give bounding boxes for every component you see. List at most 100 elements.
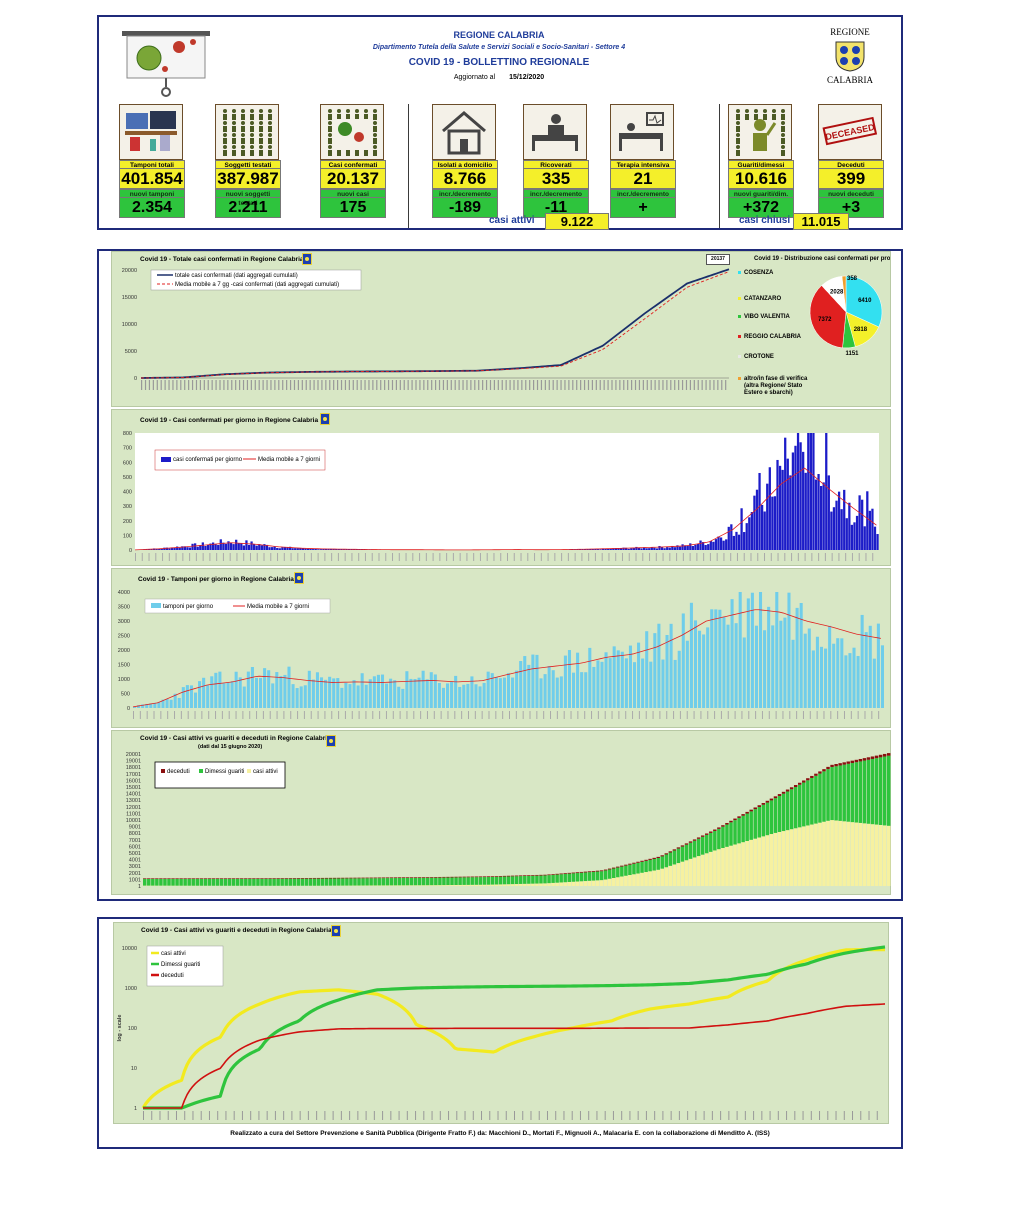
bar-deceased: [640, 860, 644, 862]
person-icon: [763, 109, 767, 113]
bar-deceased: [159, 878, 163, 880]
tile-guariti: Guariti/dimessi 10.616 nuovi guariti/dim…: [728, 104, 794, 218]
bar: [677, 650, 681, 708]
bar-deceased: [240, 878, 244, 879]
bar: [745, 523, 748, 550]
x-tick: [372, 380, 374, 390]
bar-active: [446, 885, 450, 886]
bar-active: [789, 829, 794, 886]
bar: [876, 623, 880, 708]
x-tick: [547, 553, 549, 561]
bar: [787, 592, 791, 708]
bar-active: [502, 884, 507, 886]
x-tick: [655, 553, 657, 561]
tile-label: Isolati a domicilio: [432, 160, 498, 169]
bar: [222, 683, 226, 708]
bar: [648, 548, 651, 550]
bar-deceased: [733, 818, 737, 821]
bar: [409, 678, 413, 708]
bar-deceased: [506, 875, 511, 877]
bar-recovered: [175, 879, 179, 886]
series-line: [141, 947, 886, 1109]
tick-label: 100: [123, 533, 132, 539]
x-tick: [587, 380, 590, 390]
x-tick: [168, 380, 170, 390]
bar-deceased: [304, 878, 309, 879]
x-tick: [440, 711, 442, 719]
bar-deceased: [470, 876, 474, 878]
x-tick: [522, 711, 524, 719]
bar: [372, 676, 376, 708]
x-tick: [215, 711, 217, 719]
bar-recovered: [725, 824, 729, 847]
bar-recovered: [603, 870, 608, 880]
tick-label: 3500: [118, 605, 130, 611]
bar: [591, 549, 594, 550]
bar-recovered: [571, 873, 576, 882]
bar: [686, 545, 689, 550]
bar-deceased: [195, 878, 200, 880]
tick-label: 700: [123, 446, 132, 452]
bar-recovered: [733, 820, 737, 845]
bar: [389, 678, 393, 708]
x-tick: [700, 711, 702, 719]
bar-active: [506, 884, 511, 886]
bar: [863, 526, 866, 550]
bar-deceased: [737, 816, 741, 818]
x-tick: [250, 380, 252, 390]
x-tick: [286, 380, 288, 390]
bar-recovered: [231, 878, 236, 886]
bar: [737, 534, 741, 550]
person-icon: [736, 126, 740, 132]
x-tick: [784, 553, 786, 561]
bar: [620, 651, 624, 708]
bar-active: [607, 878, 612, 886]
bar: [273, 546, 276, 550]
bar-deceased: [870, 756, 875, 759]
x-tick: [529, 380, 531, 390]
tile-label: Casi confermati: [320, 160, 386, 169]
person-icon: [232, 114, 236, 120]
bar: [783, 617, 787, 708]
bar-recovered: [777, 795, 782, 832]
bar-active: [660, 868, 664, 886]
x-tick: [188, 380, 190, 390]
bar-deceased: [571, 872, 576, 874]
x-tick: [160, 711, 162, 719]
legend-label: casi attivi: [253, 769, 278, 775]
person-icon: [781, 150, 785, 156]
bar: [344, 682, 348, 708]
bar-recovered: [207, 878, 212, 886]
x-tick: [191, 380, 194, 390]
x-tick: [509, 711, 510, 719]
x-tick: [175, 1111, 177, 1120]
x-tick: [324, 1111, 326, 1120]
x-tick: [505, 380, 507, 390]
bar: [559, 676, 563, 708]
bar: [253, 544, 256, 550]
x-tick: [696, 553, 698, 561]
bar-active: [826, 820, 830, 886]
x-tick: [507, 553, 508, 561]
legend-box: [154, 761, 286, 789]
x-tick: [635, 553, 637, 561]
person-icon: [241, 114, 245, 120]
tick-label: 800: [123, 431, 132, 437]
bar: [186, 547, 189, 550]
bar-recovered: [337, 878, 341, 886]
region-logo-bottom: CALABRIA: [826, 75, 873, 85]
x-tick: [509, 380, 511, 390]
bar-recovered: [361, 878, 365, 886]
x-tick: [432, 553, 434, 561]
x-tick: [242, 380, 245, 390]
x-tick: [195, 553, 197, 561]
bar-recovered: [183, 879, 187, 886]
x-tick: [500, 553, 502, 561]
bar-recovered: [450, 877, 454, 886]
bar: [235, 539, 238, 550]
x-tick: [450, 380, 452, 390]
bar-deceased: [183, 878, 187, 880]
bar-recovered: [607, 869, 612, 879]
bar-deceased: [361, 877, 365, 879]
person-icon: [241, 150, 245, 156]
